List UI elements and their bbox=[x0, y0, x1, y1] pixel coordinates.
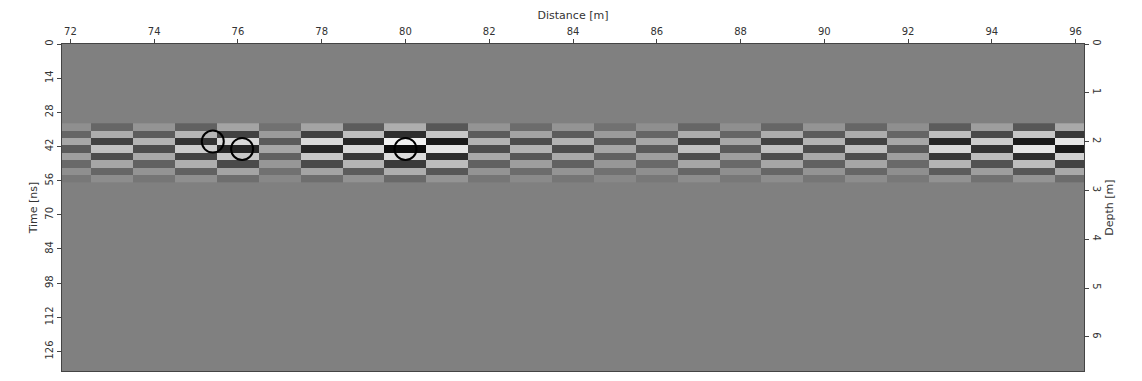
svg-text:70: 70 bbox=[44, 207, 55, 220]
svg-text:72: 72 bbox=[64, 26, 77, 37]
svg-text:Depth [m]: Depth [m] bbox=[1103, 179, 1116, 235]
svg-text:14: 14 bbox=[44, 70, 55, 83]
svg-text:76: 76 bbox=[232, 26, 245, 37]
svg-text:86: 86 bbox=[650, 26, 663, 37]
svg-text:42: 42 bbox=[44, 139, 55, 152]
svg-text:84: 84 bbox=[567, 26, 580, 37]
svg-text:56: 56 bbox=[44, 173, 55, 186]
svg-text:98: 98 bbox=[44, 275, 55, 288]
svg-text:112: 112 bbox=[44, 306, 55, 325]
svg-text:88: 88 bbox=[734, 26, 747, 37]
svg-text:90: 90 bbox=[818, 26, 831, 37]
svg-text:28: 28 bbox=[44, 104, 55, 117]
svg-text:Time [ns]: Time [ns] bbox=[27, 182, 40, 235]
svg-text:0: 0 bbox=[44, 39, 55, 45]
svg-text:3: 3 bbox=[1091, 186, 1102, 192]
svg-text:5: 5 bbox=[1091, 283, 1102, 289]
svg-text:80: 80 bbox=[399, 26, 412, 37]
svg-text:4: 4 bbox=[1091, 235, 1102, 241]
svg-text:84: 84 bbox=[44, 241, 55, 254]
svg-text:2: 2 bbox=[1091, 137, 1102, 143]
svg-text:94: 94 bbox=[985, 26, 998, 37]
svg-text:96: 96 bbox=[1069, 26, 1082, 37]
svg-text:78: 78 bbox=[315, 26, 328, 37]
svg-text:82: 82 bbox=[483, 26, 496, 37]
svg-text:92: 92 bbox=[902, 26, 915, 37]
svg-text:74: 74 bbox=[148, 26, 161, 37]
svg-text:0: 0 bbox=[1091, 39, 1102, 45]
svg-text:6: 6 bbox=[1091, 332, 1102, 338]
svg-text:Distance [m]: Distance [m] bbox=[538, 9, 609, 22]
svg-text:1: 1 bbox=[1091, 88, 1102, 94]
svg-text:126: 126 bbox=[44, 340, 55, 359]
